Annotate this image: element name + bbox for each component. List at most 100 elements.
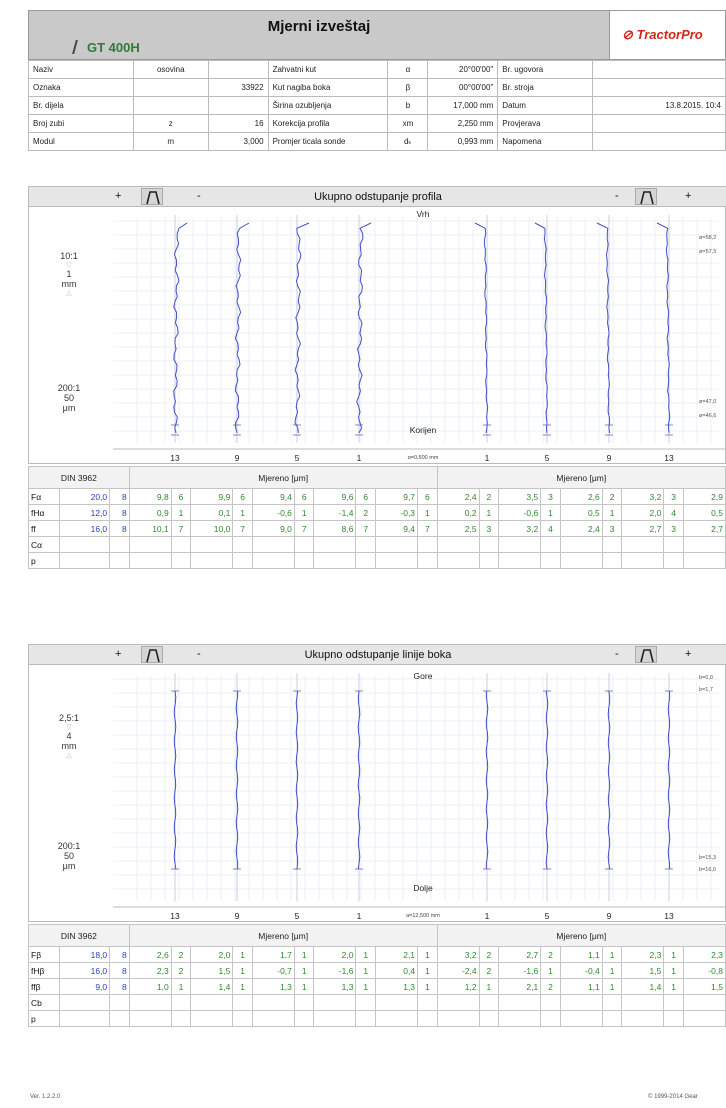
tolerance-cell: 1 <box>232 978 253 995</box>
header-title-area <box>28 10 610 60</box>
tolerance-cell: 6 <box>232 488 253 505</box>
bottom-label: Dolje <box>413 883 433 893</box>
tolerance-cell: 0,5 <box>559 504 603 521</box>
tolerance-cell <box>355 536 377 553</box>
tolerance-cell: 2,3 <box>621 946 665 963</box>
info-cell: xm <box>387 114 429 133</box>
tolerance-cell <box>293 536 315 553</box>
tolerance-cell: 2,6 <box>559 488 603 505</box>
tolerance-cell: 4 <box>540 520 561 537</box>
info-cell: Korekcija profila <box>267 114 389 133</box>
diameter-mark-label: ø=58,2 <box>699 235 716 241</box>
tooth-number-label: 9 <box>607 911 612 921</box>
tolerance-cell: -0,8 <box>682 962 726 979</box>
info-cell: Naziv <box>28 60 134 79</box>
tolerance-cell <box>232 536 253 553</box>
tolerance-cell <box>375 552 419 569</box>
lead-trace <box>173 690 177 870</box>
info-cell <box>592 60 726 79</box>
tolerance-cell: 1 <box>232 946 253 963</box>
info-cell <box>207 96 269 115</box>
tolerance-cell: 8 <box>109 946 130 963</box>
tolerance-row: Fα 20,0 8 9,8 6 9,9 6 9,4 6 9,6 6 9,7 6 2,4 2 3,5 3 2,6 2 3… <box>28 488 726 505</box>
tolerance-cell <box>417 1010 438 1027</box>
tolerance-cell: 1 <box>601 978 623 995</box>
lead-scale-1: 2,5:1 ▽ 4 mm △ <box>29 713 109 759</box>
tolerance-cell <box>498 536 542 553</box>
tolerance-cell: 1 <box>601 946 623 963</box>
tolerance-cell: 8 <box>109 504 130 521</box>
tolerance-cell: 2,0 <box>621 504 665 521</box>
info-cell: α <box>387 60 429 79</box>
tolerance-cell <box>375 1010 419 1027</box>
tolerance-cell: 2 <box>170 962 192 979</box>
profile-trace <box>656 222 671 434</box>
tolerance-cell <box>540 994 561 1011</box>
tolerance-cell: 9,8 <box>128 488 172 505</box>
tolerance-cell: 8 <box>109 488 130 505</box>
tolerance-cell: 4 <box>663 504 684 521</box>
tolerance-cell: ff <box>28 520 60 537</box>
profile-tolerance-table: DIN 3962 Mjereno [μm] Mjereno [μm] Fα 20,0 8 9… <box>28 466 726 569</box>
tolerance-cell <box>621 994 665 1011</box>
tolerance-cell: 1 <box>232 962 253 979</box>
profile-trace <box>474 222 489 434</box>
tolerance-cell: -1,6 <box>498 962 542 979</box>
tooth-number-label: 1 <box>357 911 362 921</box>
tooth-number-label: 5 <box>545 911 550 921</box>
tolerance-cell <box>313 552 357 569</box>
info-cell: Promjer ticala sonde <box>267 132 389 151</box>
tolerance-cell: Fβ <box>28 946 60 963</box>
tolerance-cell: 2,7 <box>682 520 726 537</box>
info-cell: Modul <box>28 132 134 151</box>
tolerance-cell: 1 <box>663 946 684 963</box>
diameter-mark-label: b=1,7 <box>699 687 713 693</box>
tolerance-cell: 1 <box>417 962 438 979</box>
lead-left-flank-icon[interactable] <box>141 646 163 663</box>
diameter-mark-label: ø=47,0 <box>699 399 716 405</box>
profile-minus-right: - <box>615 190 619 202</box>
top-label: Vrh <box>417 209 430 219</box>
tolerance-cell: 1 <box>417 504 438 521</box>
tolerance-row: fHβ 16,0 8 2,3 2 1,5 1 -0,7 1 -1,6 1 0,4 1 -2,4 2 -1,6 1… <box>28 962 726 979</box>
tolerance-cell <box>498 994 542 1011</box>
tolerance-cell: 2,0 <box>190 946 234 963</box>
tolerance-cell <box>190 994 234 1011</box>
right-flank-icon[interactable] <box>635 188 657 205</box>
tolerance-cell <box>540 1010 561 1027</box>
tolerance-cell: 2 <box>540 946 561 963</box>
tolerance-cell: 2,5 <box>436 520 480 537</box>
tooth-number-label: 5 <box>295 453 300 463</box>
info-cell: Br. stroja <box>497 78 594 97</box>
measured-right-label: Mjereno [μm] <box>436 466 726 489</box>
tolerance-cell: 6 <box>417 488 438 505</box>
standard-label: DIN 3962 <box>28 924 130 947</box>
profile-chart-title: Ukupno odstupanje profila <box>314 191 442 203</box>
tolerance-cell: 2,9 <box>682 488 726 505</box>
lead-right-flank-icon[interactable] <box>635 646 657 663</box>
info-cell: β <box>387 78 429 97</box>
info-row: Naziv osovina Zahvatni kut α 20°00'00" Br. ug… <box>28 60 726 79</box>
tolerance-cell <box>663 536 684 553</box>
info-row: Oznaka 33922 Kut nagiba boka β 00°00'00" Br. … <box>28 78 726 97</box>
tolerance-cell: 1 <box>170 504 192 521</box>
tolerance-cell <box>170 1010 192 1027</box>
lead-minus-left: - <box>197 648 201 660</box>
tolerance-cell <box>478 552 500 569</box>
tolerance-cell: 16,0 <box>58 520 111 537</box>
lead-scale-2: 200:1 50 μm <box>29 841 109 871</box>
tolerance-cell <box>601 994 623 1011</box>
tolerance-cell <box>559 1010 603 1027</box>
tolerance-cell: 9,4 <box>375 520 419 537</box>
tolerance-cell <box>621 1010 665 1027</box>
tolerance-cell: 2 <box>355 504 377 521</box>
tolerance-cell <box>128 994 172 1011</box>
tolerance-cell: 7 <box>293 520 315 537</box>
tolerance-cell: 2,4 <box>559 520 603 537</box>
measured-left-label: Mjereno [μm] <box>128 466 438 489</box>
info-cell <box>132 78 209 97</box>
info-cell: Broj zubi <box>28 114 134 133</box>
tolerance-cell: 12,0 <box>58 504 111 521</box>
tolerance-cell: 1 <box>478 504 500 521</box>
left-flank-icon[interactable] <box>141 188 163 205</box>
